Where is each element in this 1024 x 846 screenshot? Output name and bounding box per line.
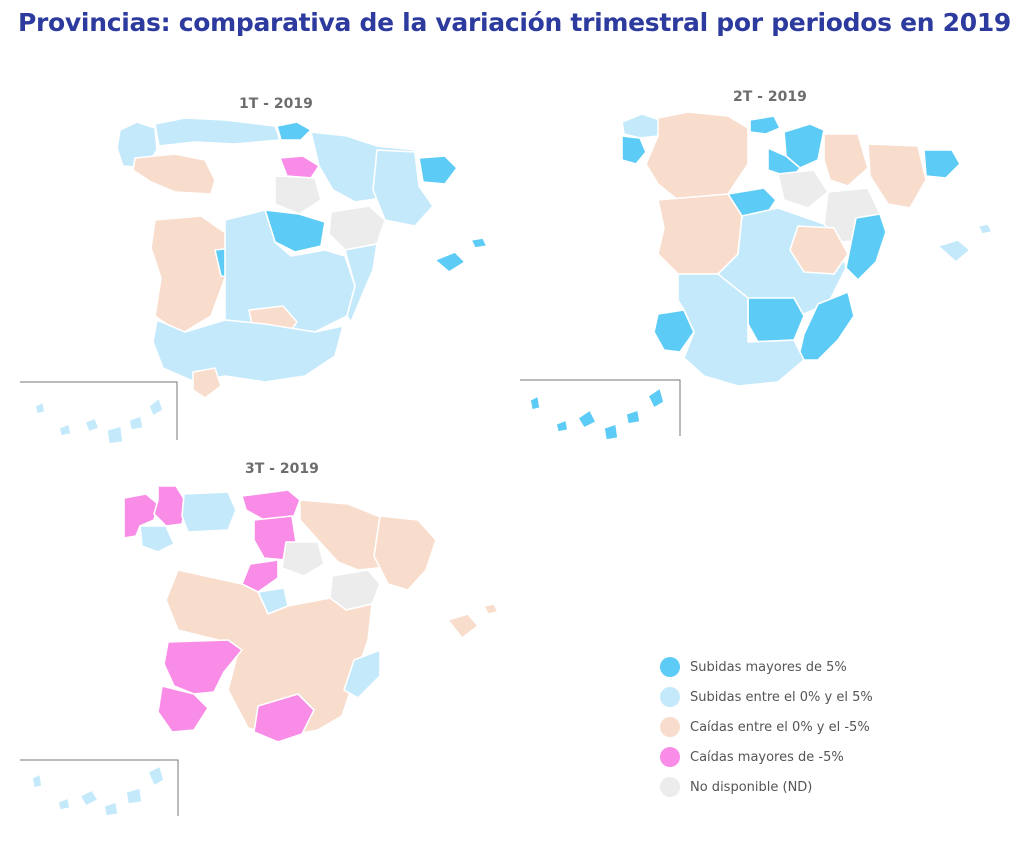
canary-inset-frame — [20, 759, 179, 816]
province-balearics — [937, 223, 993, 263]
province-canaries — [529, 387, 665, 441]
province-andalusia — [152, 319, 344, 383]
legend-item: Subidas mayores de 5% — [660, 652, 873, 682]
canary-inset-frame — [520, 379, 681, 436]
province-extremadura — [163, 639, 243, 695]
province-girona — [923, 149, 961, 179]
province-galicia-coast — [123, 493, 159, 539]
legend-item: Subidas entre el 0% y el 5% — [660, 682, 873, 712]
page-title: Provincias: comparativa de la variación … — [18, 8, 1012, 37]
legend-label: No disponible (ND) — [690, 779, 813, 795]
province-balearics — [434, 237, 488, 273]
province-soria — [281, 541, 325, 577]
legend-item: No disponible (ND) — [660, 772, 873, 802]
province-murcia — [343, 649, 381, 699]
province-cuenca — [789, 225, 849, 275]
map-title-1t: 1T - 2019 — [239, 96, 313, 112]
map-title-3t: 3T - 2019 — [245, 461, 319, 477]
province-huelva-sevilla — [157, 685, 209, 733]
province-burgos-soria — [274, 175, 322, 215]
legend-swatch — [660, 657, 680, 677]
province-cadiz — [192, 367, 222, 399]
province-galicia-west — [621, 135, 647, 165]
legend: Subidas mayores de 5% Subidas entre el 0… — [660, 652, 873, 802]
province-leon-zamora — [132, 153, 216, 195]
province-catalonia — [867, 143, 927, 209]
legend-label: Caídas mayores de -5% — [690, 749, 844, 765]
canary-inset-frame — [20, 381, 178, 440]
province-segovia — [241, 559, 279, 593]
province-south — [677, 273, 805, 387]
legend-item: Caídas entre el 0% y el -5% — [660, 712, 873, 742]
province-lugo — [153, 485, 187, 527]
province-asturias — [181, 491, 237, 533]
province-girona — [418, 155, 458, 185]
legend-swatch — [660, 687, 680, 707]
legend-item: Caídas mayores de -5% — [660, 742, 873, 772]
province-canaries — [31, 765, 165, 817]
legend-label: Subidas entre el 0% y el 5% — [690, 689, 873, 705]
province-huesca — [823, 133, 869, 187]
legend-swatch — [660, 717, 680, 737]
province-catalonia — [372, 149, 434, 227]
legend-label: Subidas mayores de 5% — [690, 659, 847, 675]
province-asturias-cantabria — [154, 117, 281, 147]
province-murcia-almeria — [797, 291, 855, 361]
legend-swatch — [660, 747, 680, 767]
legend-label: Caídas entre el 0% y el -5% — [690, 719, 870, 735]
province-balearics — [447, 603, 499, 639]
province-basque — [749, 115, 781, 135]
province-canaries — [34, 397, 164, 445]
legend-swatch — [660, 777, 680, 797]
province-ourense — [139, 525, 175, 553]
province-la-rioja — [279, 155, 320, 179]
province-west-castile-extremadura — [150, 215, 228, 335]
map-title-2t: 2T - 2019 — [733, 89, 807, 105]
province-basque — [276, 121, 312, 141]
province-valencia-coast — [344, 243, 378, 323]
province-granada — [253, 693, 315, 743]
province-burgos-soria — [777, 169, 829, 209]
province-cantabria — [241, 489, 301, 521]
province-catalonia — [373, 515, 437, 591]
